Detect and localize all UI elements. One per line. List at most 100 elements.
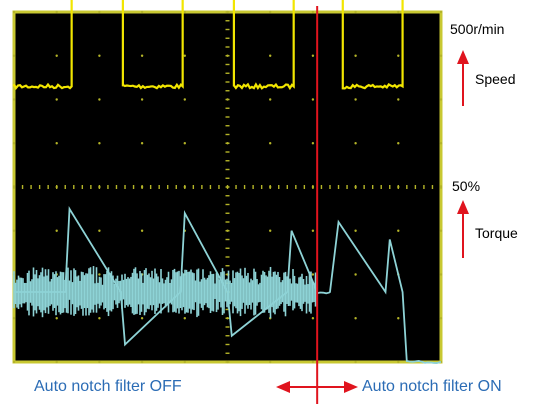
grid-tick <box>226 221 230 222</box>
grid-dot <box>397 98 399 100</box>
grid-tick <box>90 185 91 189</box>
grid-dot <box>141 98 143 100</box>
grid-tick <box>226 46 230 47</box>
grid-tick <box>226 90 230 91</box>
grid-tick <box>226 335 230 336</box>
grid-dot <box>98 55 100 57</box>
grid-dot <box>13 55 15 57</box>
grid-tick <box>226 256 230 257</box>
grid-tick <box>226 248 230 249</box>
grid-dot <box>440 317 442 319</box>
grid-dot <box>141 11 143 13</box>
grid-dot <box>312 11 314 13</box>
speed-arrow-head <box>457 50 469 64</box>
grid-tick <box>226 239 230 240</box>
grid-dot <box>440 11 442 13</box>
grid-tick <box>398 185 399 189</box>
grid-dot <box>13 142 15 144</box>
grid-tick <box>226 55 230 56</box>
grid-dot <box>141 55 143 57</box>
grid-tick <box>107 185 108 189</box>
grid-tick <box>261 185 262 189</box>
grid-tick <box>415 185 416 189</box>
grid-dot <box>354 55 356 57</box>
grid-dot <box>397 361 399 363</box>
grid-tick <box>226 20 230 21</box>
grid-tick <box>304 185 305 189</box>
grid-dot <box>98 273 100 275</box>
grid-tick <box>346 185 347 189</box>
grid-tick <box>226 265 230 266</box>
filter-off-caption: Auto notch filter OFF <box>34 378 182 396</box>
grid-dot <box>98 361 100 363</box>
grid-dot <box>269 361 271 363</box>
grid-tick <box>355 185 356 189</box>
grid-tick <box>201 185 202 189</box>
grid-tick <box>82 185 83 189</box>
grid-dot <box>397 55 399 57</box>
grid-tick <box>226 344 230 345</box>
grid-tick <box>372 185 373 189</box>
grid-dot <box>312 142 314 144</box>
grid-tick <box>176 185 177 189</box>
grid-dot <box>312 98 314 100</box>
grid-tick <box>287 185 288 189</box>
grid-tick <box>226 361 230 362</box>
grid-dot <box>56 142 58 144</box>
grid-tick <box>363 185 364 189</box>
grid-tick <box>226 143 230 144</box>
grid-tick <box>193 185 194 189</box>
grid-tick <box>329 185 330 189</box>
grid-dot <box>354 273 356 275</box>
grid-dot <box>312 230 314 232</box>
grid-dot <box>397 230 399 232</box>
grid-dot <box>312 361 314 363</box>
grid-dot <box>269 55 271 57</box>
grid-tick <box>226 81 230 82</box>
grid-dot <box>56 55 58 57</box>
grid-tick <box>141 185 142 189</box>
grid-tick <box>226 178 230 179</box>
grid-dot <box>354 11 356 13</box>
grid-tick <box>381 185 382 189</box>
grid-dot <box>354 361 356 363</box>
grid-tick <box>226 318 230 319</box>
grid-dot <box>13 361 15 363</box>
grid-dot <box>141 142 143 144</box>
grid-tick <box>22 185 23 189</box>
grid-tick <box>389 185 390 189</box>
grid-dot <box>397 11 399 13</box>
grid-tick <box>226 99 230 100</box>
grid-tick <box>226 116 230 117</box>
grid-dot <box>56 230 58 232</box>
grid-dot <box>13 230 15 232</box>
grid-tick <box>13 185 14 189</box>
grid-tick <box>39 185 40 189</box>
grid-dot <box>440 142 442 144</box>
torque-label: Torque <box>475 226 518 240</box>
grid-dot <box>141 317 143 319</box>
grid-tick <box>210 185 211 189</box>
grid-dot <box>141 361 143 363</box>
grid-tick <box>226 151 230 152</box>
grid-tick <box>150 185 151 189</box>
grid-tick <box>312 185 313 189</box>
grid-dot <box>13 98 15 100</box>
grid-tick <box>226 108 230 109</box>
grid-tick <box>226 160 230 161</box>
grid-tick <box>252 185 253 189</box>
grid-tick <box>226 64 230 65</box>
grid-dot <box>269 142 271 144</box>
torque-scale-label: 50% <box>452 179 480 193</box>
grid-dot <box>354 98 356 100</box>
grid-dot <box>141 230 143 232</box>
grid-dot <box>354 230 356 232</box>
grid-dot <box>269 98 271 100</box>
grid-tick <box>184 185 185 189</box>
grid-tick <box>278 185 279 189</box>
grid-tick <box>270 185 271 189</box>
grid-tick <box>124 185 125 189</box>
grid-tick <box>116 185 117 189</box>
grid-dot <box>98 230 100 232</box>
grid-dot <box>184 361 186 363</box>
